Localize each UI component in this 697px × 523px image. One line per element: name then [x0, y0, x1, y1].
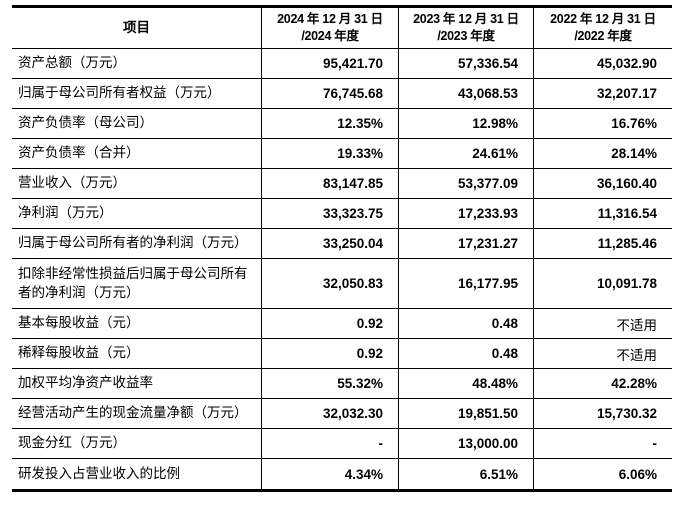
financial-summary-table: 项目 2024 年 12 月 31 日 /2024 年度 2023 年 12 月… — [12, 8, 672, 489]
cell-2022: 10,091.78 — [533, 259, 672, 309]
table-row-operating-cash-flow: 经营活动产生的现金流量净额（万元） 32,032.30 19,851.50 15… — [12, 399, 672, 429]
column-header-2023: 2023 年 12 月 31 日 /2023 年度 — [398, 8, 533, 49]
cell-2023: 17,233.93 — [398, 199, 533, 229]
table-row-diluted-eps: 稀释每股收益（元） 0.92 0.48 不适用 — [12, 339, 672, 369]
cell-2024: 33,323.75 — [261, 199, 398, 229]
cell-2022: 32,207.17 — [533, 79, 672, 109]
cell-2024: 19.33% — [261, 139, 398, 169]
table-row-total-assets: 资产总额（万元） 95,421.70 57,336.54 45,032.90 — [12, 49, 672, 79]
table-row-cash-dividend: 现金分红（万元） - 13,000.00 - — [12, 429, 672, 459]
cell-2023: 19,851.50 — [398, 399, 533, 429]
column-header-2022-line1: 2022 年 12 月 31 日 — [550, 12, 656, 27]
cell-2024: - — [261, 429, 398, 459]
table-row-debt-ratio-parent: 资产负债率（母公司） 12.35% 12.98% 16.76% — [12, 109, 672, 139]
row-label: 资产总额（万元） — [12, 49, 261, 79]
cell-2023: 6.51% — [398, 459, 533, 489]
row-label: 营业收入（万元） — [12, 169, 261, 199]
table-row-non-recurring-net-profit: 扣除非经常性损益后归属于母公司所有者的净利润（万元） 32,050.83 16,… — [12, 259, 672, 309]
column-header-2024-line1: 2024 年 12 月 31 日 — [277, 12, 383, 27]
table-row-rd-expense-ratio: 研发投入占营业收入的比例 4.34% 6.51% 6.06% — [12, 459, 672, 489]
column-header-2023-line2: /2023 年度 — [437, 29, 495, 43]
row-label: 现金分红（万元） — [12, 429, 261, 459]
cell-2023: 57,336.54 — [398, 49, 533, 79]
cell-2022: 不适用 — [533, 339, 672, 369]
row-label: 归属于母公司所有者权益（万元） — [12, 79, 261, 109]
cell-2023: 17,231.27 — [398, 229, 533, 259]
row-label: 基本每股收益（元） — [12, 309, 261, 339]
cell-2023: 53,377.09 — [398, 169, 533, 199]
header-row: 项目 2024 年 12 月 31 日 /2024 年度 2023 年 12 月… — [12, 8, 672, 49]
column-header-2022-line2: /2022 年度 — [574, 29, 632, 43]
row-label: 资产负债率（合并） — [12, 139, 261, 169]
financial-summary-table-wrapper: 项目 2024 年 12 月 31 日 /2024 年度 2023 年 12 月… — [12, 5, 672, 492]
cell-2024: 83,147.85 — [261, 169, 398, 199]
cell-2023: 16,177.95 — [398, 259, 533, 309]
cell-2022: - — [533, 429, 672, 459]
row-label: 归属于母公司所有者的净利润（万元） — [12, 229, 261, 259]
table-row-parent-net-profit: 归属于母公司所有者的净利润（万元） 33,250.04 17,231.27 11… — [12, 229, 672, 259]
column-header-2024: 2024 年 12 月 31 日 /2024 年度 — [261, 8, 398, 49]
cell-2024: 0.92 — [261, 309, 398, 339]
table-row-debt-ratio-consolidated: 资产负债率（合并） 19.33% 24.61% 28.14% — [12, 139, 672, 169]
cell-2024: 4.34% — [261, 459, 398, 489]
column-header-2024-line2: /2024 年度 — [301, 29, 359, 43]
cell-2024: 55.32% — [261, 369, 398, 399]
cell-2022: 42.28% — [533, 369, 672, 399]
cell-2022: 28.14% — [533, 139, 672, 169]
row-label: 研发投入占营业收入的比例 — [18, 465, 180, 481]
table-row-operating-revenue: 营业收入（万元） 83,147.85 53,377.09 36,160.40 — [12, 169, 672, 199]
cell-2024: 33,250.04 — [261, 229, 398, 259]
cell-2023: 13,000.00 — [398, 429, 533, 459]
row-label: 加权平均净资产收益率 — [12, 369, 261, 399]
cell-2024: 32,032.30 — [261, 399, 398, 429]
column-header-2022: 2022 年 12 月 31 日 /2022 年度 — [533, 8, 672, 49]
cell-2023: 24.61% — [398, 139, 533, 169]
column-header-item: 项目 — [12, 8, 261, 49]
row-label: 稀释每股收益（元） — [12, 339, 261, 369]
cell-2023: 0.48 — [398, 339, 533, 369]
cell-2022: 16.76% — [533, 109, 672, 139]
cell-2022: 11,316.54 — [533, 199, 672, 229]
column-header-2023-line1: 2023 年 12 月 31 日 — [413, 12, 519, 27]
row-label: 扣除非经常性损益后归属于母公司所有者的净利润（万元） — [12, 259, 261, 309]
cell-2024: 12.35% — [261, 109, 398, 139]
cell-2022: 不适用 — [533, 309, 672, 339]
cell-2023: 43,068.53 — [398, 79, 533, 109]
cell-2023: 12.98% — [398, 109, 533, 139]
table-row-weighted-roe: 加权平均净资产收益率 55.32% 48.48% 42.28% — [12, 369, 672, 399]
cell-2022: 6.06% — [533, 459, 672, 489]
cell-2024: 0.92 — [261, 339, 398, 369]
cell-2022: 15,730.32 — [533, 399, 672, 429]
row-label: 净利润（万元） — [12, 199, 261, 229]
table-row-net-profit: 净利润（万元） 33,323.75 17,233.93 11,316.54 — [12, 199, 672, 229]
cell-2024: 76,745.68 — [261, 79, 398, 109]
cell-2023: 48.48% — [398, 369, 533, 399]
cell-2023: 0.48 — [398, 309, 533, 339]
table-row-parent-equity: 归属于母公司所有者权益（万元） 76,745.68 43,068.53 32,2… — [12, 79, 672, 109]
cell-2024: 95,421.70 — [261, 49, 398, 79]
row-label: 资产负债率（母公司） — [12, 109, 261, 139]
table-row-basic-eps: 基本每股收益（元） 0.92 0.48 不适用 — [12, 309, 672, 339]
cell-2022: 36,160.40 — [533, 169, 672, 199]
row-label: 经营活动产生的现金流量净额（万元） — [12, 399, 261, 429]
cell-2024: 32,050.83 — [261, 259, 398, 309]
cell-2022: 11,285.46 — [533, 229, 672, 259]
cell-2022: 45,032.90 — [533, 49, 672, 79]
